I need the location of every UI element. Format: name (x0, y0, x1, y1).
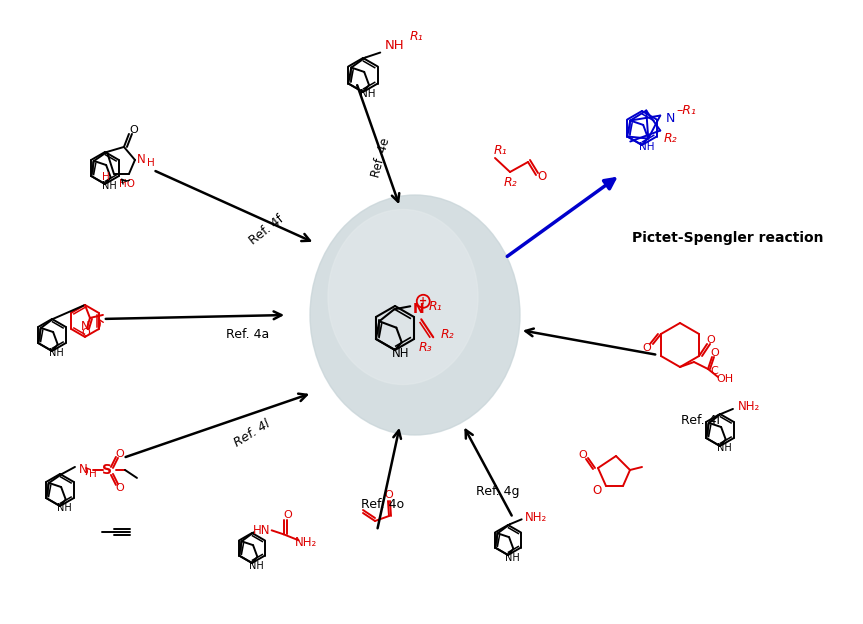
Text: N: N (665, 112, 675, 125)
Ellipse shape (328, 210, 478, 384)
Ellipse shape (310, 195, 520, 435)
Text: Pictet-Spengler reaction: Pictet-Spengler reaction (633, 231, 824, 245)
Text: NH: NH (392, 347, 409, 360)
Text: Ref. 4e: Ref. 4e (369, 137, 393, 179)
FancyArrowPatch shape (98, 319, 104, 329)
Text: N: N (413, 302, 424, 316)
Text: Ref. 4o: Ref. 4o (362, 499, 405, 512)
Text: NH: NH (249, 561, 264, 571)
Text: NH: NH (103, 182, 117, 192)
Text: NH: NH (639, 142, 655, 152)
Text: R₂: R₂ (503, 177, 517, 190)
Text: Ref. 4g: Ref. 4g (476, 485, 520, 499)
Text: N: N (136, 154, 145, 167)
Text: R₂: R₂ (664, 132, 677, 145)
Text: O: O (116, 483, 124, 493)
Text: N: N (80, 321, 90, 333)
Text: O: O (592, 484, 602, 497)
Text: O: O (82, 328, 91, 338)
Text: R₃: R₃ (419, 341, 432, 354)
Text: NH₂: NH₂ (738, 401, 760, 414)
Text: NH: NH (717, 444, 732, 454)
FancyArrowPatch shape (86, 468, 90, 474)
Text: O: O (283, 510, 292, 520)
Text: NH₂: NH₂ (294, 536, 317, 549)
Text: NH: NH (57, 504, 72, 514)
Text: O: O (643, 343, 652, 353)
Text: S: S (102, 463, 112, 477)
Text: R₁: R₁ (409, 30, 423, 43)
Text: C: C (710, 366, 718, 376)
Text: Ref. 4f: Ref. 4f (247, 213, 287, 248)
Text: H: H (89, 469, 97, 479)
Text: O: O (385, 490, 394, 500)
Text: O: O (710, 348, 720, 358)
Text: Ref. 4i: Ref. 4i (681, 414, 720, 426)
Text: R₂: R₂ (440, 328, 454, 341)
Text: O: O (538, 170, 546, 183)
FancyArrowPatch shape (122, 179, 129, 184)
Text: Ref. 4l: Ref. 4l (231, 417, 273, 449)
Text: NH: NH (361, 89, 375, 99)
Text: NH: NH (384, 39, 404, 52)
Text: R₁: R₁ (493, 144, 507, 157)
Text: O: O (129, 125, 138, 135)
Text: Ref. 4a: Ref. 4a (226, 328, 269, 341)
Text: N: N (79, 464, 87, 477)
Text: HO: HO (119, 179, 135, 189)
Text: OH: OH (716, 374, 734, 384)
Text: O: O (116, 449, 124, 459)
Text: NH: NH (505, 553, 520, 563)
Text: HN: HN (253, 524, 270, 537)
Text: NH: NH (49, 348, 64, 359)
Text: H: H (147, 158, 154, 168)
Text: H: H (102, 172, 110, 182)
Text: O: O (578, 450, 588, 460)
Text: R₁: R₁ (428, 300, 442, 313)
Text: –R₁: –R₁ (677, 104, 696, 117)
Text: +: + (419, 296, 427, 306)
Text: NH₂: NH₂ (525, 511, 547, 524)
Text: O: O (707, 335, 715, 345)
